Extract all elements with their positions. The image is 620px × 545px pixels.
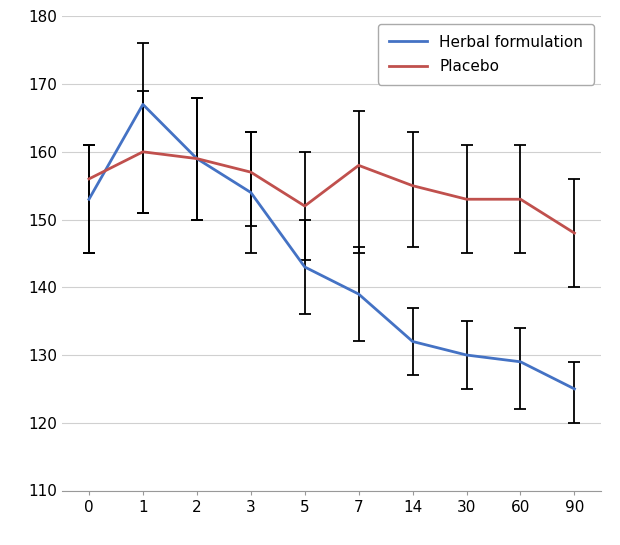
Legend: Herbal formulation, Placebo: Herbal formulation, Placebo	[378, 24, 594, 84]
